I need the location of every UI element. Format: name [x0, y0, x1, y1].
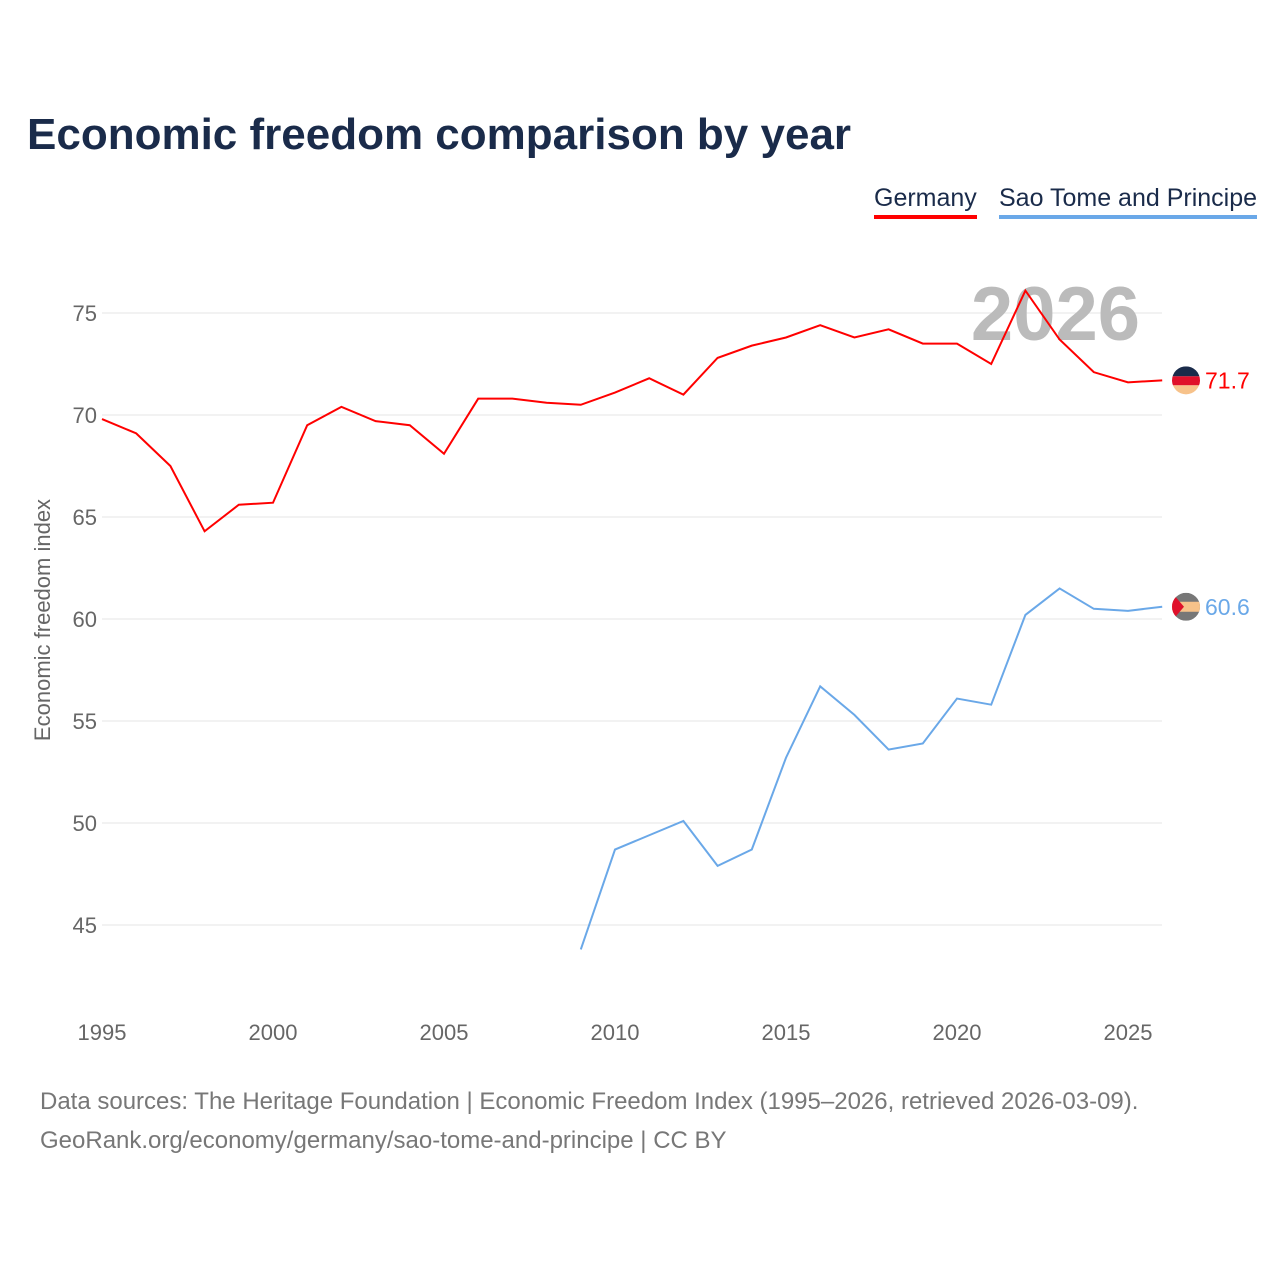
series-line-germany — [101, 288, 1163, 533]
end-value-label: 60.6 — [1205, 594, 1250, 620]
y-axis-label: Economic freedom index — [30, 499, 55, 741]
series-line-sao-tome — [579, 587, 1163, 950]
x-tick-label: 2020 — [933, 1020, 982, 1045]
footer-sources: Data sources: The Heritage Foundation | … — [40, 1088, 1139, 1115]
y-tick-label: 50 — [73, 811, 97, 836]
footer-link[interactable]: GeoRank.org/economy/germany/sao-tome-and… — [40, 1127, 727, 1154]
y-tick-label: 65 — [73, 505, 97, 530]
x-tick-label: 2010 — [591, 1020, 640, 1045]
y-tick-label: 60 — [73, 607, 97, 632]
x-tick-label: 2005 — [420, 1020, 469, 1045]
y-tick-label: 55 — [73, 709, 97, 734]
legend-germany[interactable]: Germany — [874, 184, 977, 219]
y-tick-label: 70 — [73, 403, 97, 428]
x-tick-label: 2015 — [762, 1020, 811, 1045]
germany-flag-icon — [1172, 366, 1200, 395]
y-tick-label: 75 — [73, 301, 97, 326]
sao-tome-flag-icon — [1172, 592, 1200, 621]
x-tick-label: 1995 — [78, 1020, 127, 1045]
end-value-label: 71.7 — [1205, 367, 1250, 393]
chart-title: Economic freedom comparison by year — [27, 110, 852, 159]
year-watermark: 2026 — [971, 272, 1140, 357]
y-tick-label: 45 — [73, 913, 97, 938]
x-tick-label: 2025 — [1104, 1020, 1153, 1045]
legend-sao-tome-and-principe[interactable]: Sao Tome and Principe — [999, 184, 1258, 219]
x-tick-label: 2000 — [249, 1020, 298, 1045]
